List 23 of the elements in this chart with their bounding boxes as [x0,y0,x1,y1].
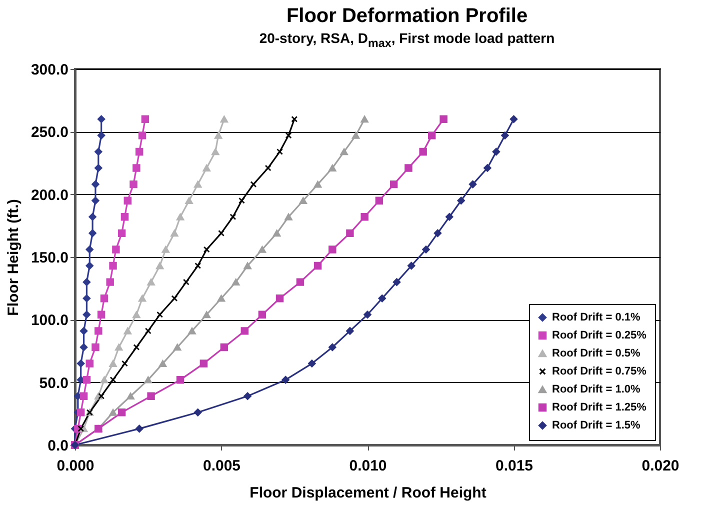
legend-label: Roof Drift = 1.5% [552,419,641,432]
x-axis-title: Floor Displacement / Roof Height [250,484,486,502]
y-tick-label: 300.0 [30,61,68,78]
y-tick-label: 150.0 [30,249,68,266]
y-axis-title: Floor Height (ft.) [4,198,22,316]
x-tick-label: 0.015 [495,457,534,474]
x-tick-label: 0.005 [202,457,241,474]
chart-title: Floor Deformation Profile [285,4,529,28]
chart-subtitle: 20-story, RSA, D$_{max}$, First mode load pattern [258,29,556,52]
x-tick-label: 0.000 [56,457,94,474]
y-tick-label: 0.0 [48,437,68,454]
legend-label: Roof Drift = 0.5% [552,347,641,360]
legend-label: Roof Drift = 0.1% [552,311,641,324]
legend-label: Roof Drift = 1.0% [552,383,641,396]
y-tick-label: 100.0 [30,312,68,329]
y-tick-label: 250.0 [30,124,68,141]
legend-label: Roof Drift = 0.25% [552,329,647,342]
y-tick-label: 50.0 [39,374,68,392]
legend-label: Roof Drift = 1.25% [552,401,647,414]
x-tick-label: 0.020 [642,457,680,474]
legend-label: Roof Drift = 0.75% [552,365,647,378]
y-tick-label: 200.0 [30,186,68,204]
x-tick-label: 0.010 [349,457,387,474]
